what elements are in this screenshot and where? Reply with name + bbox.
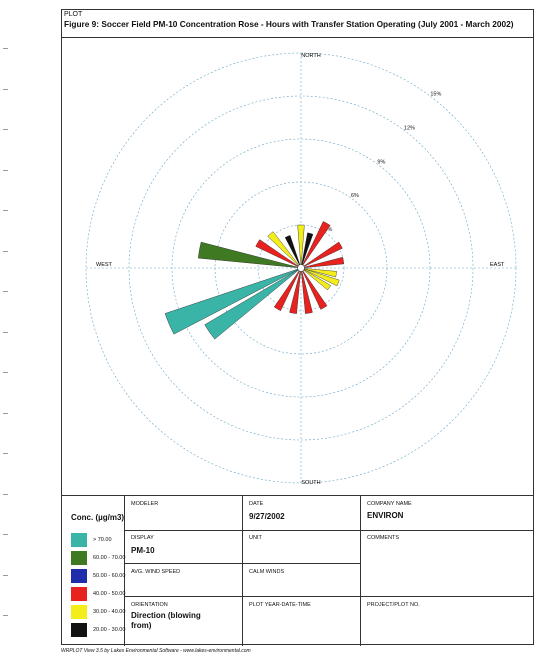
- petal-0: [297, 224, 305, 269]
- legend-label: 30.00 - 40.00: [93, 609, 126, 615]
- petal-300: [255, 239, 302, 269]
- margin-tick: [3, 251, 8, 252]
- margin-tick: [3, 210, 8, 211]
- compass-north-label: NORTH: [301, 53, 320, 59]
- petal-235: [204, 267, 302, 340]
- unit-label: UNIT: [249, 535, 262, 541]
- info-panel: Conc. (µg/m3) > 70.00 60.00 - 70.00 50.0…: [61, 495, 534, 646]
- title-divider: [61, 37, 534, 38]
- petal-150: [300, 267, 328, 310]
- petal-125: [300, 267, 331, 291]
- petal-100: [300, 267, 337, 278]
- margin-tick: [3, 129, 8, 130]
- legend-swatch: [71, 623, 87, 637]
- orientation-value: Direction (blowing from): [131, 611, 201, 630]
- legend-label: > 70.00: [93, 537, 112, 543]
- petal-30: [300, 221, 331, 269]
- plot-frame: [61, 9, 534, 645]
- margin-tick: [3, 332, 8, 333]
- margin-tick: [3, 413, 8, 414]
- petal-15: [300, 232, 314, 269]
- legend-swatch: [71, 605, 87, 619]
- legend-label: 60.00 - 70.00: [93, 555, 126, 561]
- petal-247: [164, 267, 302, 335]
- compass-east-label: EAST: [490, 262, 505, 268]
- compass-south-label: SOUTH: [301, 480, 320, 486]
- compass-west-label: WEST: [96, 262, 113, 268]
- panel-divider: [124, 563, 360, 564]
- company-label: COMPANY NAME: [367, 501, 412, 507]
- margin-tick: [3, 615, 8, 616]
- margin-tick: [3, 534, 8, 535]
- display-value: PM-10: [131, 546, 155, 555]
- panel-divider: [124, 596, 534, 597]
- margin-tick: [3, 494, 8, 495]
- margin-tick: [3, 372, 8, 373]
- legend-swatch: [71, 569, 87, 583]
- ring-label: 9%: [377, 159, 385, 165]
- ring-label: 12%: [404, 125, 415, 131]
- project-plot-no-label: PROJECT/PLOT NO.: [367, 602, 420, 608]
- ring-circle: [128, 95, 474, 441]
- petal-60: [300, 241, 343, 269]
- legend-label: 50.00 - 60.00: [93, 573, 126, 579]
- petal-318: [267, 231, 302, 269]
- margin-tick: [3, 453, 8, 454]
- date-label: DATE: [249, 501, 264, 507]
- legend-swatch: [71, 551, 87, 565]
- legend-swatch: [71, 587, 87, 601]
- panel-divider: [360, 530, 534, 531]
- petal-group: [164, 221, 345, 340]
- orientation-label: ORIENTATION: [131, 602, 168, 608]
- petal-80: [300, 256, 345, 269]
- legend-swatch: [71, 533, 87, 547]
- petal-210: [273, 267, 302, 311]
- ring-label: 15%: [430, 92, 441, 98]
- panel-divider: [124, 496, 125, 646]
- petal-112: [300, 267, 340, 287]
- margin-tick: [3, 170, 8, 171]
- legend-label: 20.00 - 30.00: [93, 627, 126, 633]
- display-label: DISPLAY: [131, 535, 154, 541]
- panel-divider: [242, 496, 243, 646]
- margin-tick: [3, 291, 8, 292]
- date-value: 9/27/2002: [249, 512, 285, 521]
- petal-337: [284, 235, 302, 269]
- ring-label: 3%: [324, 227, 332, 233]
- margin-tick: [3, 48, 8, 49]
- panel-divider: [360, 496, 361, 646]
- plot-label: PLOT: [64, 11, 83, 18]
- petal-280: [198, 241, 302, 269]
- panel-divider: [124, 530, 360, 531]
- petal-190: [289, 267, 302, 314]
- figure-title: Figure 9: Soccer Field PM-10 Concentrati…: [64, 19, 514, 29]
- legend-title: Conc. (µg/m3): [71, 513, 125, 522]
- margin-tick: [3, 89, 8, 90]
- plot-year-date-time-label: PLOT YEAR-DATE-TIME: [249, 602, 311, 608]
- company-value: ENVIRON: [367, 511, 404, 520]
- center-marker: [297, 264, 305, 272]
- legend-label: 40.00 - 50.00: [93, 591, 126, 597]
- margin-tick: [3, 575, 8, 576]
- comments-label: COMMENTS: [367, 535, 400, 541]
- ring-label: 6%: [351, 193, 359, 199]
- wind-rose-chart: 3% 6% 9% 12% 15% NORTH SOUTH EAST WEST: [85, 52, 517, 486]
- calm-winds-label: CALM WINDS: [249, 569, 285, 575]
- avg-wind-speed-label: AVG. WIND SPEED: [131, 569, 181, 575]
- modeler-label: MODELER: [131, 501, 159, 507]
- petal-170: [300, 267, 313, 314]
- footer-credit: WRPLOT View 3.5 by Lakes Environmental S…: [61, 648, 251, 654]
